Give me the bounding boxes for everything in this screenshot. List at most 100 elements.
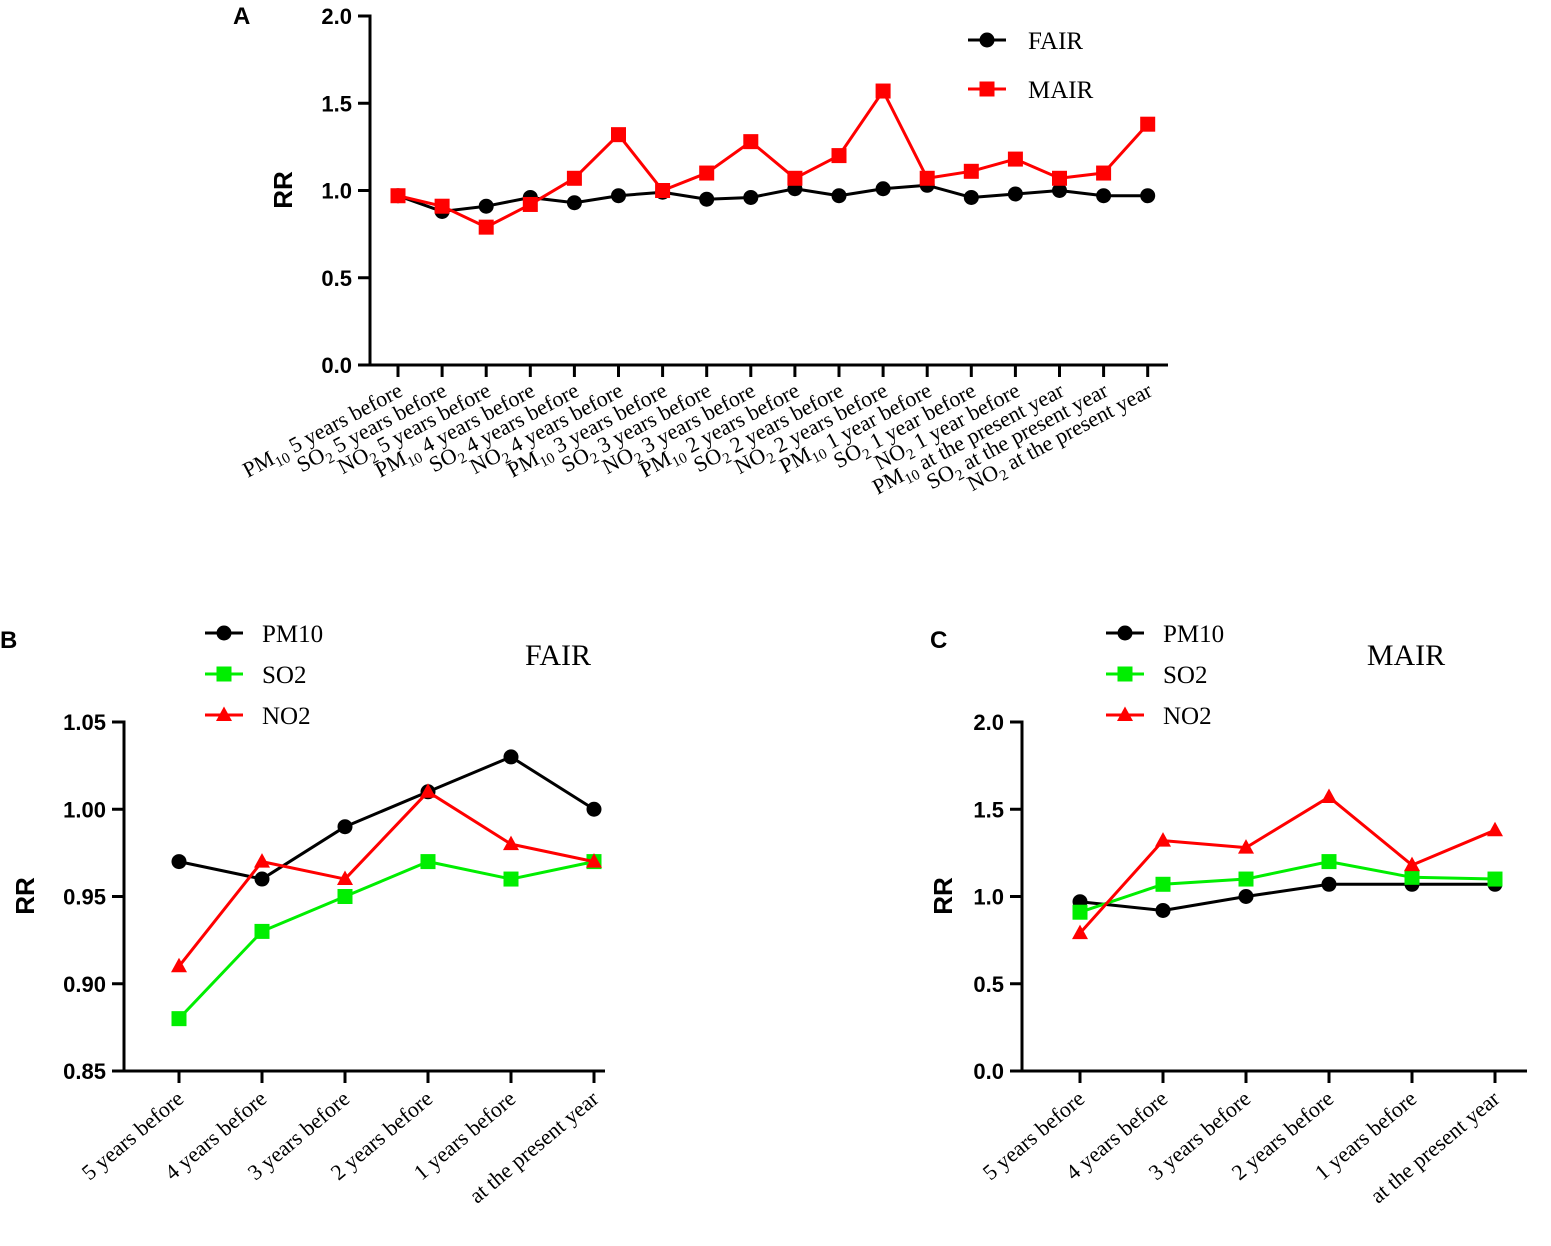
- data-point-mair: [699, 165, 715, 181]
- data-point-no2: [1072, 924, 1088, 940]
- panel-letter: C: [930, 627, 947, 654]
- data-point-pm10: [254, 871, 270, 887]
- data-point-mair: [1007, 151, 1023, 167]
- data-point-pm10: [337, 819, 353, 835]
- data-point-mair: [1052, 170, 1067, 186]
- y-tick-label: 0.5: [321, 266, 352, 291]
- y-tick-label: 2.0: [321, 4, 352, 29]
- data-point-fair: [611, 188, 626, 204]
- series-line-pm10: [178, 755, 595, 881]
- data-point-fair: [963, 189, 979, 205]
- data-point-no2: [1487, 821, 1503, 837]
- data-point-fair: [478, 198, 494, 214]
- series-line-fair: [397, 183, 1148, 213]
- data-point-mair: [390, 188, 406, 204]
- legend-label: SO2: [262, 662, 306, 689]
- y-tick-label: 0.0: [321, 353, 352, 378]
- y-tick-label: 0.85: [63, 1059, 106, 1084]
- data-point-so2: [1321, 854, 1337, 870]
- data-point-fair: [1096, 188, 1112, 204]
- data-point-so2: [1072, 904, 1088, 920]
- data-point-fair: [743, 189, 759, 205]
- series-line-pm10: [1079, 882, 1495, 912]
- legend-marker: [1117, 625, 1133, 641]
- data-point-no2: [1404, 856, 1420, 872]
- y-axis-label: RR: [928, 877, 958, 915]
- data-point-mair: [566, 170, 582, 186]
- data-point-mair: [743, 134, 759, 150]
- data-point-so2: [337, 889, 353, 904]
- data-point-mair: [875, 83, 891, 99]
- data-point-so2: [171, 1011, 187, 1027]
- data-point-so2: [1238, 871, 1254, 887]
- data-point-mair: [831, 148, 847, 164]
- data-point-mair: [963, 163, 979, 179]
- y-tick-label: 1.5: [973, 797, 1004, 822]
- data-point-pm10: [503, 749, 519, 765]
- series-line-so2: [177, 860, 595, 1020]
- data-point-no2: [1321, 788, 1337, 804]
- legend-label: MAIR: [1028, 77, 1094, 104]
- y-axis-label: RR: [268, 171, 298, 209]
- series-line-no2: [1078, 795, 1496, 935]
- legend-marker: [1117, 706, 1133, 721]
- y-axis-label: RR: [10, 877, 40, 915]
- data-point-no2: [420, 783, 436, 798]
- data-point-no2: [586, 853, 602, 868]
- y-tick-label: 0.5: [973, 972, 1004, 997]
- legend-marker: [1117, 666, 1133, 682]
- legend-marker: [979, 81, 995, 97]
- data-point-so2: [503, 871, 519, 887]
- legend-label: PM10: [1163, 621, 1224, 648]
- data-point-pm10: [171, 854, 187, 870]
- data-point-so2: [1155, 876, 1171, 892]
- legend-marker: [216, 706, 232, 721]
- data-point-mair: [478, 219, 494, 235]
- y-tick-label: 1.05: [63, 710, 106, 735]
- data-point-mair: [1096, 165, 1112, 181]
- legend-label: FAIR: [1028, 28, 1083, 55]
- data-point-pm10: [586, 801, 602, 817]
- series-line-mair: [397, 89, 1149, 229]
- chart-title: MAIR: [1367, 639, 1445, 672]
- data-point-no2: [503, 835, 519, 851]
- data-point-no2: [1238, 839, 1254, 854]
- data-point-so2: [420, 854, 436, 870]
- data-point-no2: [254, 853, 270, 868]
- data-point-mair: [1140, 116, 1156, 132]
- data-point-mair: [434, 198, 450, 214]
- series-line-so2: [1079, 860, 1496, 914]
- y-tick-label: 1.0: [321, 179, 352, 204]
- y-tick-label: 0.95: [63, 885, 106, 910]
- data-point-fair: [875, 181, 891, 197]
- legend-label: NO2: [1163, 703, 1212, 730]
- data-point-pm10: [1238, 889, 1254, 904]
- data-point-fair: [566, 195, 582, 211]
- y-tick-label: 2.0: [973, 710, 1004, 735]
- data-point-mair: [522, 196, 538, 212]
- data-point-fair: [699, 191, 715, 207]
- legend-label: PM10: [262, 621, 323, 648]
- data-point-so2: [1487, 871, 1503, 887]
- panel-letter: A: [233, 3, 250, 30]
- y-tick-label: 1.00: [63, 797, 106, 822]
- data-point-fair: [1052, 183, 1067, 198]
- panel-letter: B: [0, 627, 17, 654]
- data-point-no2: [171, 957, 187, 973]
- data-point-mair: [919, 170, 935, 186]
- legend-marker: [979, 32, 995, 48]
- y-tick-label: 1.0: [973, 885, 1004, 910]
- legend-marker: [216, 666, 232, 682]
- data-point-no2: [337, 870, 353, 886]
- data-point-fair: [1140, 188, 1156, 204]
- legend-label: SO2: [1163, 662, 1207, 689]
- data-point-pm10: [1155, 902, 1171, 918]
- legend-marker: [216, 625, 232, 641]
- data-point-fair: [831, 188, 847, 204]
- legend-label: NO2: [262, 703, 311, 730]
- data-point-so2: [1404, 869, 1420, 885]
